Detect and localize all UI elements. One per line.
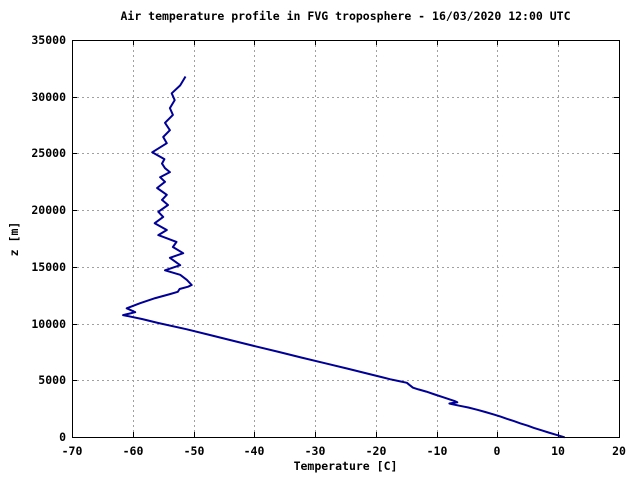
y-tick-label: 25000 (31, 146, 66, 160)
temperature-profile-line (122, 76, 565, 439)
y-tick-label: 30000 (31, 90, 66, 104)
x-tick-label: -10 (427, 444, 448, 458)
y-axis-label: z [m] (7, 221, 21, 257)
x-tick-label: -40 (244, 444, 265, 458)
x-tick-label: -20 (366, 444, 387, 458)
x-tick-label: -70 (62, 444, 83, 458)
tick-marks (72, 40, 620, 438)
y-tick-label: 10000 (31, 317, 66, 331)
y-tick-label: 15000 (31, 260, 66, 274)
x-tick-label: 0 (494, 444, 501, 458)
gridlines (72, 40, 619, 437)
y-tick-label: 20000 (31, 203, 66, 217)
x-tick-label: 10 (551, 444, 565, 458)
x-tick-label: -30 (305, 444, 326, 458)
plot-border (72, 40, 620, 438)
y-tick-label: 35000 (31, 33, 66, 47)
data-series (122, 76, 565, 439)
x-axis-label: Temperature [C] (293, 459, 398, 473)
tick-labels: -70 -60 -50 -40 -30 -20 -10 0 10 20 0 5000 10000 1500… (31, 33, 626, 458)
y-tick-label: 5000 (38, 373, 66, 387)
y-tick-label: 0 (59, 430, 66, 444)
x-tick-label: 20 (612, 444, 626, 458)
x-tick-label: -60 (123, 444, 144, 458)
chart-title: Air temperature profile in FVG troposphe… (120, 9, 571, 23)
x-tick-label: -50 (184, 444, 205, 458)
